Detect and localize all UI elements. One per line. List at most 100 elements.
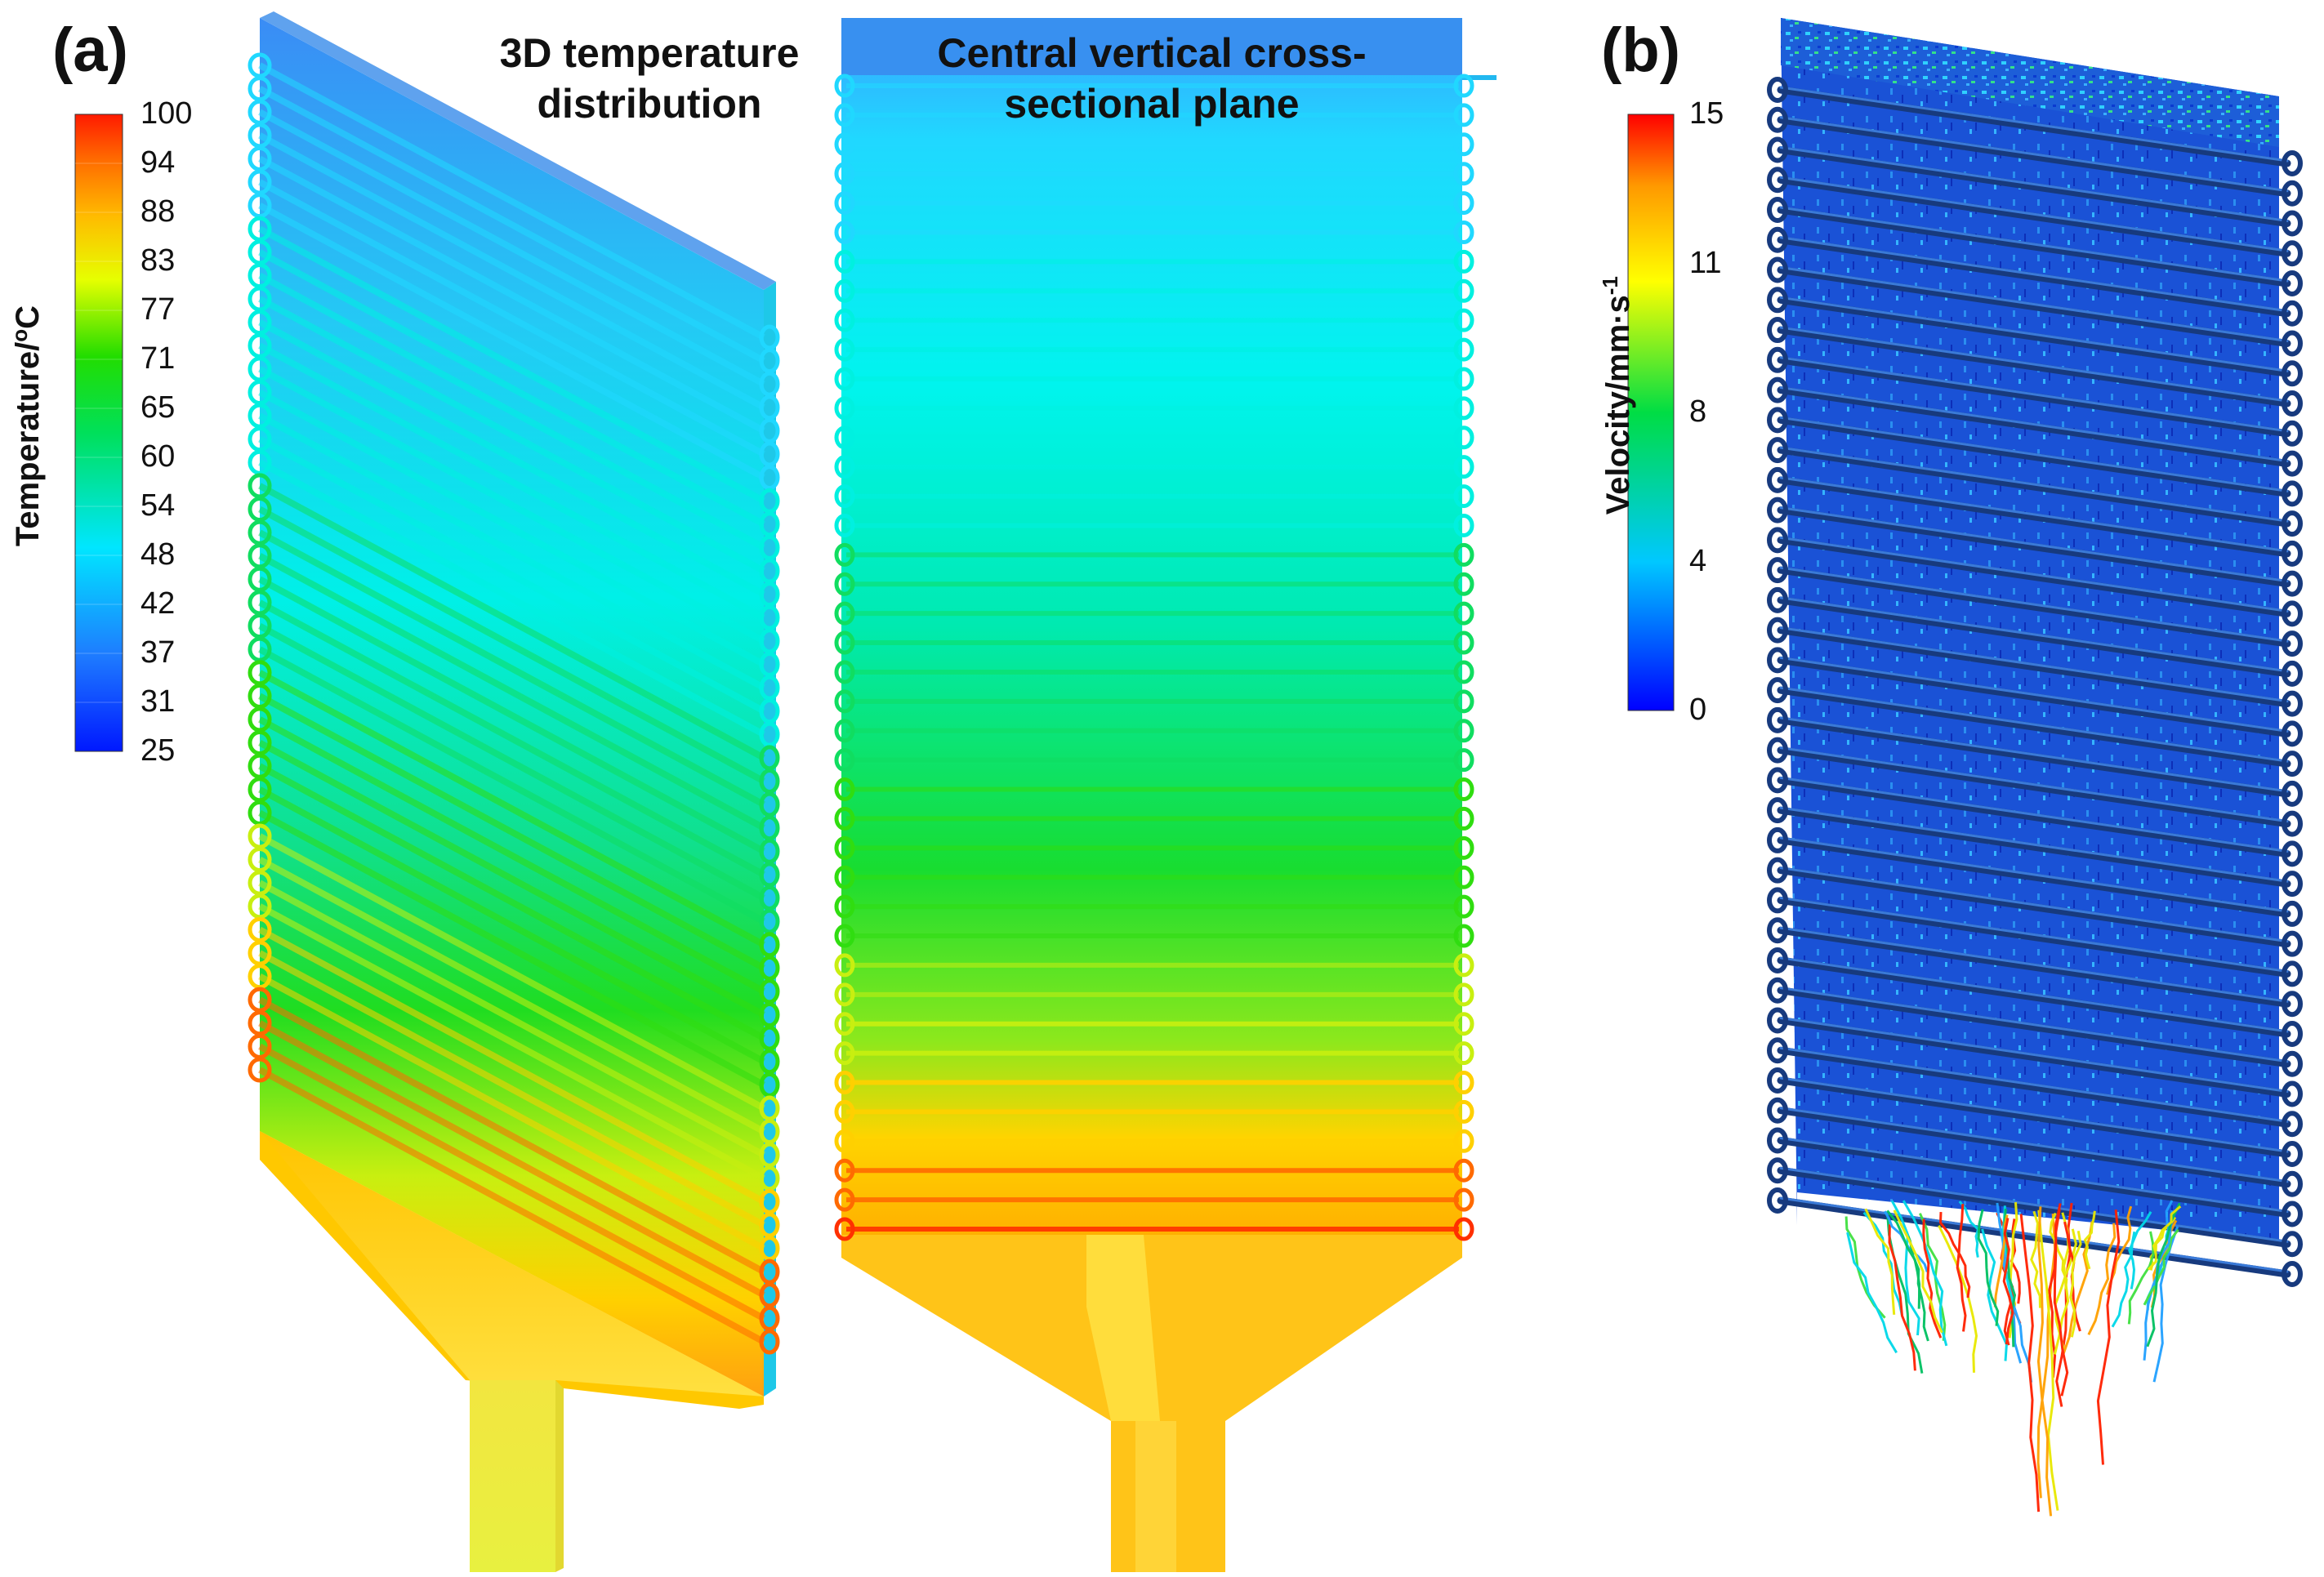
tube-bend-right	[759, 1049, 780, 1075]
temperature-tick-label: 65	[141, 390, 176, 425]
tube-bend-left	[834, 278, 855, 303]
tube-bend-left	[248, 519, 272, 546]
pipe-bend-right	[2282, 1111, 2303, 1138]
tube-row-3d	[258, 366, 765, 644]
pipe-bend-right	[2282, 1140, 2303, 1167]
streamline	[2037, 1209, 2059, 1511]
pipe-row	[1777, 1076, 2291, 1158]
tube-bend-right	[1453, 308, 1474, 332]
pipe-row	[1777, 326, 2291, 408]
pipe-bend-left	[1767, 287, 1788, 314]
streamline	[1890, 1200, 1920, 1336]
tube-row-3d	[258, 62, 765, 341]
velocity-tick-label: 11	[1689, 245, 1722, 280]
pipe-row	[1777, 476, 2291, 558]
pipe-bend-left	[1767, 557, 1788, 584]
pipe-bend-right	[2282, 900, 2303, 927]
tube-bend-left	[834, 367, 855, 391]
tube-bend-right	[1453, 1129, 1474, 1153]
pipe-row	[1777, 206, 2291, 287]
tube-bend-left	[248, 847, 272, 873]
tube-bend-right	[759, 698, 780, 724]
pipe-bend-left	[1767, 617, 1788, 644]
tube-bend-left	[834, 484, 855, 509]
tube-bend-right	[759, 1329, 780, 1355]
pipe-bend-right	[2282, 930, 2303, 957]
tube-bend-left	[834, 542, 855, 567]
streamline	[2055, 1202, 2073, 1407]
tube-bend-right	[1453, 982, 1474, 1007]
streamline	[1888, 1224, 1916, 1371]
pipe-bend-left	[1767, 1097, 1788, 1124]
tube-bend-right	[759, 721, 780, 747]
pipe-bend-left	[1767, 1187, 1788, 1214]
title-3d-temperature: 3D temperature distribution	[499, 30, 800, 127]
tube-bend-right	[759, 1188, 780, 1214]
pipe-row	[1777, 146, 2291, 228]
tube-bend-left	[248, 636, 272, 662]
velocity-streamline-view	[1767, 18, 2303, 1517]
streamline	[2019, 1214, 2041, 1512]
pipe-row	[1777, 536, 2291, 617]
pipe-bend-right	[2282, 871, 2303, 898]
pipe-bend-left	[1767, 136, 1788, 163]
pipe-bend-right	[2282, 780, 2303, 807]
tube-bend-left	[834, 132, 855, 157]
streamline	[1956, 1204, 1967, 1332]
pipe-bend-right	[2282, 751, 2303, 777]
tube-bend-left	[834, 689, 855, 714]
pipe-row	[1777, 896, 2291, 978]
tube-row-3d	[258, 1067, 765, 1345]
tube-bend-right	[759, 371, 780, 397]
streamline	[1977, 1209, 2000, 1326]
tube-bend-right	[759, 1142, 780, 1168]
pipe-bend-left	[1767, 376, 1788, 403]
tube-bend-left	[834, 396, 855, 421]
pipe-row	[1777, 1136, 2291, 1218]
streamline	[2087, 1223, 2117, 1335]
tube-bend-right	[759, 1305, 780, 1331]
pipe-bend-right	[2282, 720, 2303, 747]
tube-bend-right	[1453, 367, 1474, 391]
velocity-tick-label: 0	[1689, 693, 1707, 727]
tube-bend-right	[759, 465, 780, 491]
pipe-bend-right	[2282, 991, 2303, 1018]
streamline	[1886, 1209, 1921, 1309]
streamline	[2069, 1230, 2082, 1338]
pipe-row	[1777, 746, 2291, 828]
pipe-bend-left	[1767, 437, 1788, 464]
tube-bend-right	[1453, 1099, 1474, 1124]
tube-bend-left	[248, 660, 272, 686]
streamline	[2053, 1208, 2069, 1397]
tube-row-3d	[258, 950, 765, 1228]
pipe-bend-left	[1767, 106, 1788, 133]
tube-row-3d	[258, 622, 765, 902]
pipe-row	[1777, 1107, 2291, 1188]
tube-bend-left	[834, 924, 855, 948]
tube-bend-left	[834, 660, 855, 684]
velocity-axis-title: Velocity/mm·s-1	[1597, 276, 1637, 515]
tube-row-3d	[258, 576, 765, 854]
pipe-row	[1777, 1016, 2291, 1098]
streamline	[2147, 1205, 2182, 1271]
tube-bend-right	[759, 511, 780, 537]
tube-bend-left	[834, 777, 855, 802]
temperature-colorbar	[74, 114, 123, 752]
tube-row-3d	[258, 179, 765, 457]
tube-row-3d	[258, 973, 765, 1252]
tube-row-3d	[258, 833, 765, 1111]
tube-bend-right	[1453, 1071, 1474, 1095]
tube-bend-right	[1453, 572, 1474, 596]
tube-row-3d	[258, 1020, 765, 1299]
tube-bend-right	[759, 394, 780, 421]
tube-bend-right	[759, 862, 780, 888]
tube-bend-right	[759, 1025, 780, 1051]
tube-row-3d	[258, 436, 765, 715]
streamline	[1893, 1209, 1943, 1334]
tube-bend-right	[1453, 1041, 1474, 1066]
streamline	[1862, 1211, 1903, 1316]
tube-bend-left	[834, 982, 855, 1007]
pipe-row	[1777, 626, 2291, 708]
tube-bend-left	[834, 455, 855, 479]
plane-top-band	[841, 18, 1462, 75]
